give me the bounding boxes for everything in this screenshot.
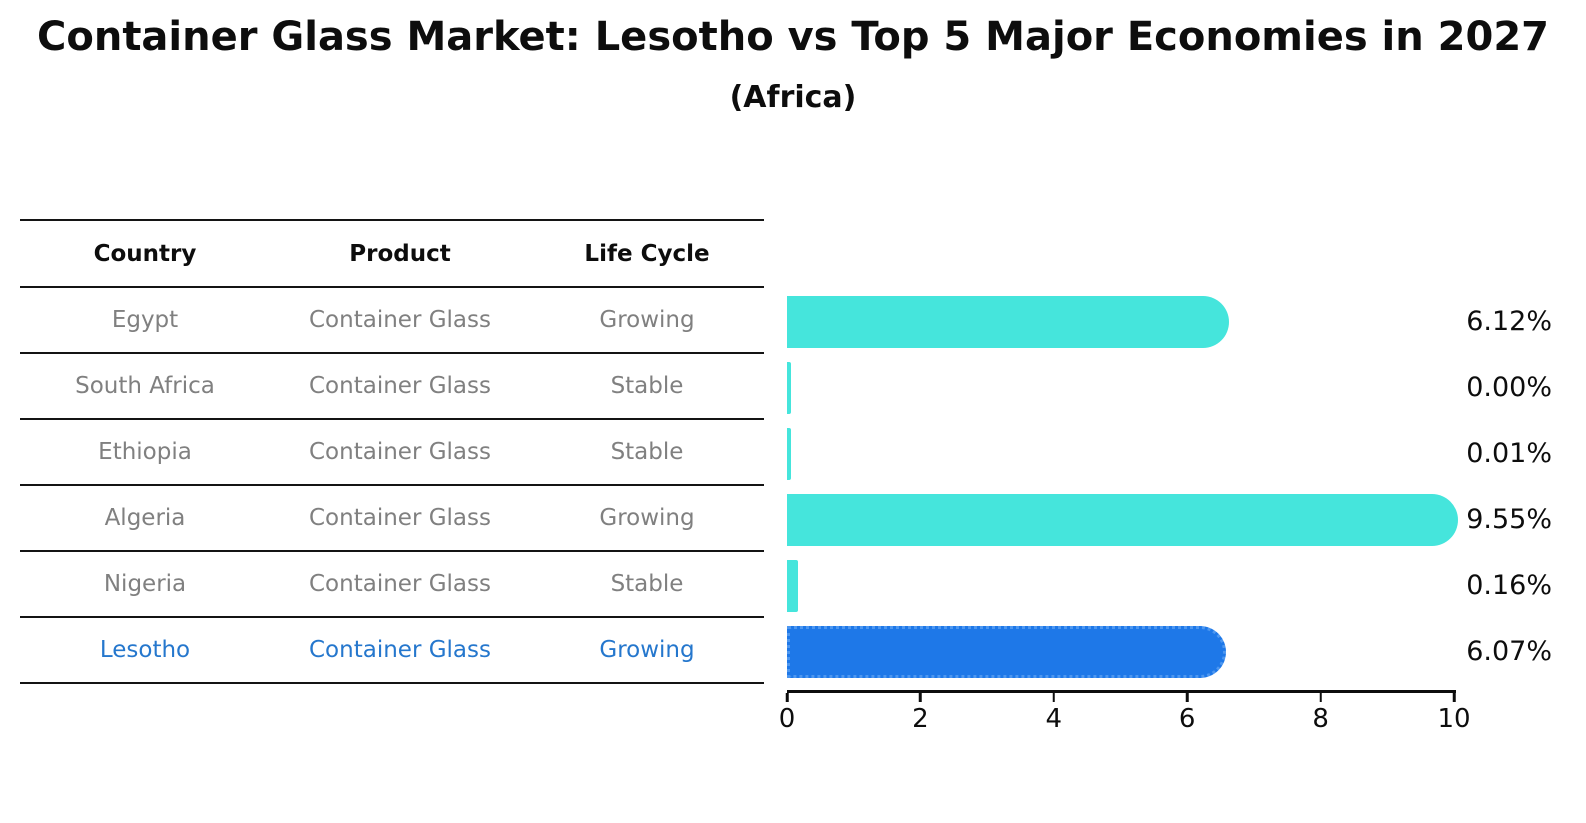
country-cell: Egypt xyxy=(111,307,179,333)
bar-ethiopia xyxy=(787,428,791,480)
life-cycle-cell: Stable xyxy=(610,439,684,465)
value-label-south-africa: 0.00% xyxy=(1466,372,1552,403)
bar-row-nigeria xyxy=(787,553,1454,619)
tick-mark xyxy=(1185,693,1189,702)
tick-mark xyxy=(1052,693,1056,702)
country-cell: Lesotho xyxy=(99,637,191,663)
tick-mark xyxy=(1319,693,1322,702)
column-header-product: Product xyxy=(349,240,451,267)
table-row-algeria: Algeria Container Glass Growing xyxy=(20,486,764,552)
life-cycle-cell: Growing xyxy=(599,505,695,531)
column-header-life-cycle: Life Cycle xyxy=(584,240,710,267)
life-cycle-cell: Growing xyxy=(599,307,695,333)
bar-value-labels: 6.12% 0.00% 0.01% 9.55% 0.16% 6.07% xyxy=(1422,289,1552,685)
life-cycle-cell: Stable xyxy=(610,373,684,399)
table-row-south-africa: South Africa Container Glass Stable xyxy=(20,354,764,420)
chart-title: Container Glass Market: Lesotho vs Top 5… xyxy=(37,14,1549,60)
bar-lesotho-highlighted xyxy=(787,626,1226,678)
tick-label: 4 xyxy=(1045,704,1063,734)
value-label-nigeria: 0.16% xyxy=(1466,570,1552,601)
tick-label: 8 xyxy=(1312,704,1329,734)
product-cell: Container Glass xyxy=(309,307,491,333)
bar-egypt xyxy=(787,296,1230,348)
table-header-row: Country Product Life Cycle xyxy=(20,221,764,288)
bar-row-south-africa xyxy=(787,355,1454,421)
country-cell: Nigeria xyxy=(103,571,187,597)
value-label-egypt: 6.12% xyxy=(1466,306,1552,337)
product-cell: Container Glass xyxy=(309,439,491,465)
bar-row-algeria xyxy=(787,487,1458,553)
bar-row-egypt xyxy=(787,289,1454,355)
tick-label: 6 xyxy=(1178,704,1196,734)
bar-nigeria xyxy=(787,560,798,612)
bar-plot-area xyxy=(787,289,1458,685)
product-cell: Container Glass xyxy=(309,373,491,399)
tick-label: 2 xyxy=(912,704,929,734)
value-label-algeria: 9.55% xyxy=(1466,504,1552,535)
table-row-egypt: Egypt Container Glass Growing xyxy=(20,288,764,354)
tick-label: 0 xyxy=(778,704,796,734)
country-cell: South Africa xyxy=(75,373,215,399)
tick-mark xyxy=(1452,693,1456,702)
product-cell: Container Glass xyxy=(309,637,491,663)
bar-row-lesotho xyxy=(787,619,1454,685)
tick-mark xyxy=(919,693,922,702)
table-row-nigeria: Nigeria Container Glass Stable xyxy=(20,552,764,618)
bar-row-ethiopia xyxy=(787,421,1454,487)
country-cell: Ethiopia xyxy=(98,439,192,465)
value-label-lesotho: 6.07% xyxy=(1466,636,1552,667)
bar-algeria xyxy=(787,494,1458,546)
chart-subtitle: (Africa) xyxy=(729,80,857,115)
tick-mark xyxy=(785,693,789,702)
table-row-ethiopia: Ethiopia Container Glass Stable xyxy=(20,420,764,486)
product-cell: Container Glass xyxy=(309,571,491,597)
column-header-country: Country xyxy=(93,240,197,267)
tick-label: 10 xyxy=(1437,704,1471,734)
x-axis-spine xyxy=(787,690,1456,693)
bar-south-africa xyxy=(787,362,791,414)
value-label-ethiopia: 0.01% xyxy=(1466,438,1552,469)
table-row-lesotho: Lesotho Container Glass Growing xyxy=(20,618,764,684)
country-table: Country Product Life Cycle Egypt Contain… xyxy=(20,219,764,684)
product-cell: Container Glass xyxy=(309,505,491,531)
country-cell: Algeria xyxy=(104,505,186,531)
life-cycle-cell: Stable xyxy=(610,571,684,597)
life-cycle-cell: Growing xyxy=(599,637,695,663)
